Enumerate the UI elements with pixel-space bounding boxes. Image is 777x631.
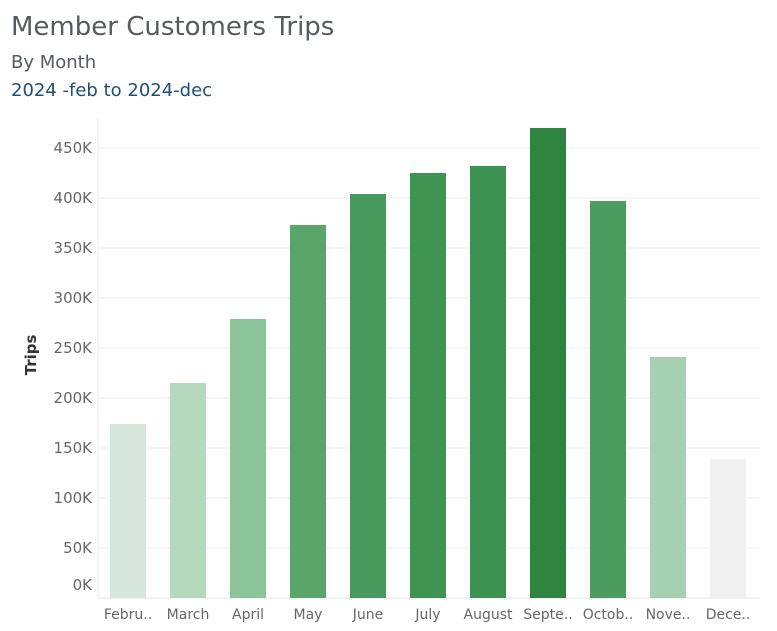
bar-4[interactable] <box>290 225 326 598</box>
x-tick-label: June <box>352 607 384 623</box>
x-tick-label: July <box>414 607 440 623</box>
bar-3[interactable] <box>230 319 266 598</box>
x-tick-label: Dece.. <box>706 607 751 623</box>
bars <box>110 128 746 598</box>
y-tick-label: 450K <box>54 139 94 157</box>
y-axis-label: Trips <box>22 335 40 376</box>
y-tick-label: 0K <box>73 576 94 594</box>
bar-1[interactable] <box>110 424 146 598</box>
y-tick-label: 300K <box>54 289 94 307</box>
bar-10[interactable] <box>650 357 686 598</box>
bar-8[interactable] <box>530 128 566 598</box>
y-tick-labels: 0K 50K 100K 150K 200K 250K 300K 350K 400K 450K <box>54 139 94 594</box>
x-tick-label: August <box>464 607 514 623</box>
y-tick-label: 200K <box>54 389 94 407</box>
x-tick-label: March <box>167 607 210 623</box>
chart-title: Member Customers Trips <box>11 12 335 42</box>
x-tick-label: April <box>232 607 264 623</box>
y-tick-label: 350K <box>54 239 94 257</box>
x-tick-labels: Febru.. March April May June July August Septe.… <box>104 607 750 623</box>
bar-9[interactable] <box>590 201 626 598</box>
date-range-label: 2024 -feb to 2024-dec <box>11 80 213 101</box>
y-tick-label: 400K <box>54 189 94 207</box>
bar-11[interactable] <box>710 459 746 598</box>
y-tick-label: 150K <box>54 439 94 457</box>
x-tick-label: Septe.. <box>523 607 572 623</box>
bar-2[interactable] <box>170 383 206 598</box>
x-tick-label: Febru.. <box>104 607 152 623</box>
x-tick-label: Octob.. <box>583 607 634 623</box>
y-tick-label: 100K <box>54 489 94 507</box>
bar-5[interactable] <box>350 194 386 598</box>
bar-7[interactable] <box>470 166 506 598</box>
x-tick-label: Nove.. <box>646 607 691 623</box>
chart-subtitle: By Month <box>11 52 97 73</box>
y-tick-label: 50K <box>63 539 93 557</box>
y-tick-label: 250K <box>54 339 94 357</box>
x-tick-label: May <box>294 607 323 623</box>
bar-6[interactable] <box>410 173 446 598</box>
